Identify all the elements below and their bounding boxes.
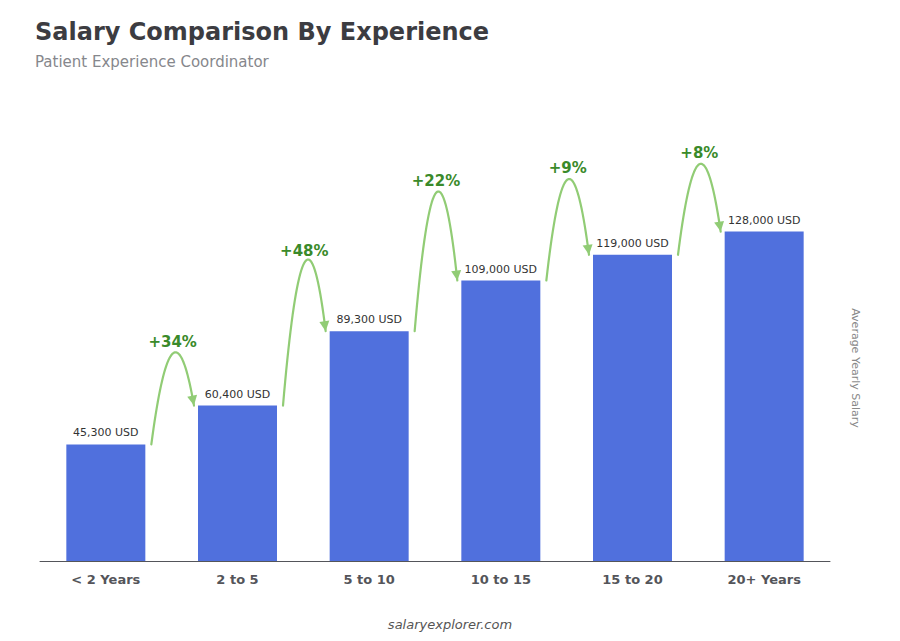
- svg-text:salaryexplorer.com: salaryexplorer.com: [388, 617, 512, 632]
- svg-text:10 to 15: 10 to 15: [471, 572, 531, 587]
- svg-text:+48%: +48%: [280, 242, 328, 260]
- svg-text:109,000 USD: 109,000 USD: [465, 263, 538, 276]
- svg-text:15 to 20: 15 to 20: [602, 572, 662, 587]
- svg-text:Average Yearly Salary: Average Yearly Salary: [849, 308, 862, 428]
- svg-text:2 to 5: 2 to 5: [216, 572, 258, 587]
- svg-text:Patient Experience Coordinator: Patient Experience Coordinator: [35, 53, 270, 71]
- svg-text:45,300 USD: 45,300 USD: [73, 426, 139, 439]
- svg-text:+34%: +34%: [148, 333, 196, 351]
- svg-text:20+ Years: 20+ Years: [727, 572, 801, 587]
- svg-text:< 2 Years: < 2 Years: [71, 572, 140, 587]
- svg-text:60,400 USD: 60,400 USD: [205, 388, 271, 401]
- svg-text:Salary Comparison By Experienc: Salary Comparison By Experience: [35, 18, 489, 46]
- svg-text:89,300 USD: 89,300 USD: [336, 313, 402, 326]
- svg-text:+8%: +8%: [680, 144, 718, 162]
- svg-text:+22%: +22%: [412, 172, 460, 190]
- svg-text:119,000 USD: 119,000 USD: [596, 237, 669, 250]
- svg-text:5 to 10: 5 to 10: [343, 572, 394, 587]
- svg-text:128,000 USD: 128,000 USD: [728, 214, 801, 227]
- svg-text:+9%: +9%: [549, 159, 587, 177]
